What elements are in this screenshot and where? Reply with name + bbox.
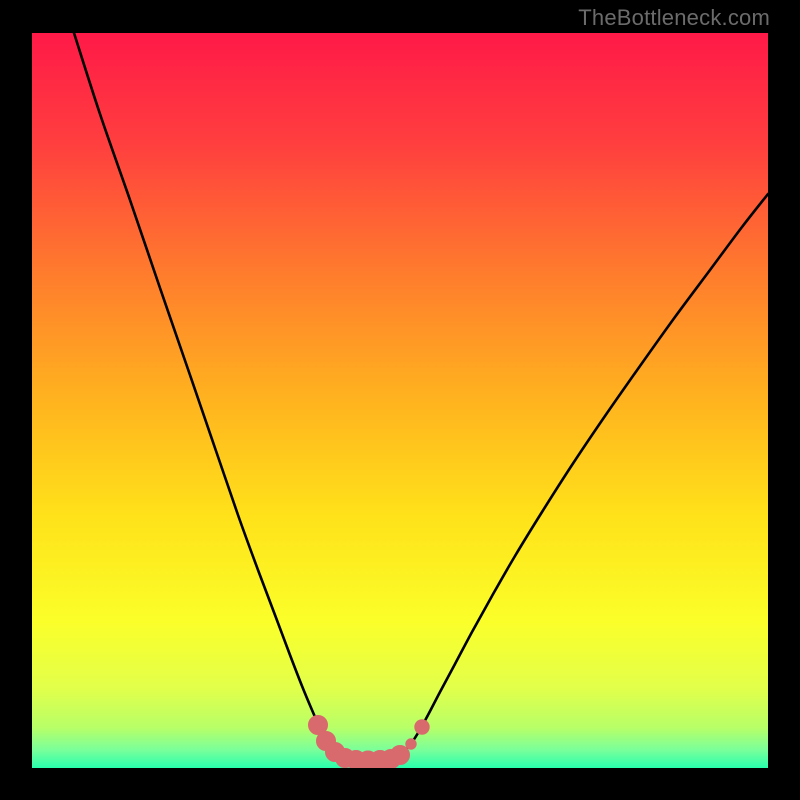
valley-marker-small bbox=[415, 720, 429, 734]
valley-marker bbox=[391, 746, 410, 765]
chart-stage: TheBottleneck.com bbox=[0, 0, 800, 800]
bottleneck-curve bbox=[74, 33, 768, 761]
bottleneck-curve-layer bbox=[0, 0, 800, 800]
valley-marker-small bbox=[406, 739, 416, 749]
